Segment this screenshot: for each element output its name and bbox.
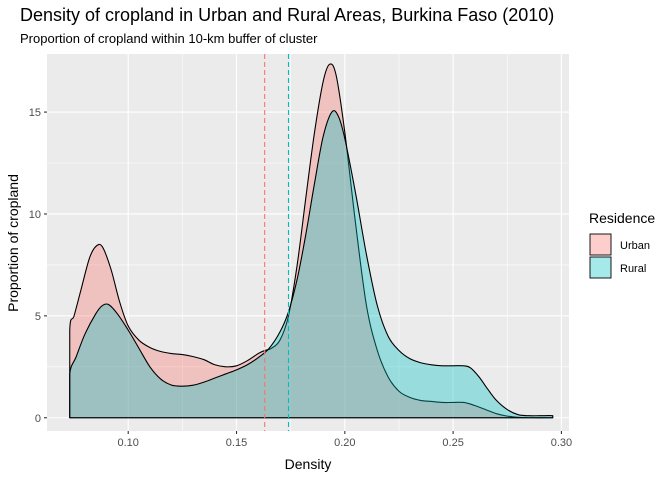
plot-panel: [47, 54, 569, 431]
x-tick-label: 0.30: [551, 437, 572, 449]
legend-label-rural: Rural: [620, 263, 646, 275]
chart-subtitle: Proportion of cropland within 10-km buff…: [20, 31, 318, 46]
y-tick-label: 15: [29, 107, 41, 119]
x-tick-label: 0.25: [442, 437, 463, 449]
grid-lines: [47, 54, 569, 431]
y-axis: 0 5 10 15: [29, 107, 47, 425]
density-areas: [69, 63, 554, 419]
y-axis-title: Proportion of cropland: [5, 174, 21, 312]
legend-key-rural: [589, 256, 612, 279]
x-tick-label: 0.15: [226, 437, 247, 449]
y-tick-label: 10: [29, 209, 41, 221]
y-tick-label: 5: [35, 311, 41, 323]
x-axis-title: Density: [285, 456, 332, 472]
legend: Residence Urban Rural: [589, 210, 655, 279]
x-tick-label: 0.20: [334, 437, 355, 449]
x-tick-label: 0.10: [118, 437, 139, 449]
x-axis: 0.10 0.15 0.20 0.25 0.30: [118, 431, 572, 449]
y-tick-label: 0: [35, 413, 41, 425]
density-area-rural: [69, 110, 554, 419]
chart-title: Density of cropland in Urban and Rural A…: [20, 5, 554, 25]
legend-title: Residence: [589, 210, 655, 226]
mean-lines: [264, 54, 290, 431]
legend-label-urban: Urban: [620, 240, 650, 252]
legend-key-urban: [589, 233, 612, 256]
